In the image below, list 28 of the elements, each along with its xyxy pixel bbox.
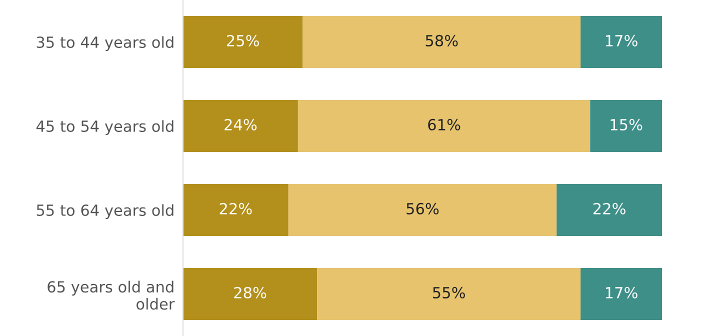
bar xyxy=(590,100,662,152)
y-tick-label: 45 to 54 years old xyxy=(36,120,174,135)
bar xyxy=(317,268,581,320)
data-label: 17% xyxy=(606,34,638,46)
bar xyxy=(580,268,662,320)
data-label: 56% xyxy=(406,202,439,214)
bar xyxy=(580,16,662,68)
data-label: 58% xyxy=(426,34,458,46)
data-label: 22% xyxy=(220,202,252,214)
bar xyxy=(183,16,303,68)
y-tick-label: 65 years old and older xyxy=(48,280,175,310)
bar xyxy=(302,16,581,68)
bar xyxy=(183,268,318,320)
data-label: 55% xyxy=(433,286,465,298)
data-label: 15% xyxy=(610,118,642,130)
data-label: 22% xyxy=(593,202,626,214)
data-label: 24% xyxy=(224,118,257,130)
bar xyxy=(183,100,298,152)
data-label: 28% xyxy=(234,286,266,298)
data-label: 61% xyxy=(428,118,460,130)
bar xyxy=(288,184,557,236)
y-tick-label: 55 to 64 years old xyxy=(36,204,174,219)
bar xyxy=(298,100,590,152)
y-tick-label: 35 to 44 years old xyxy=(36,36,174,51)
bar xyxy=(183,184,288,236)
data-label: 25% xyxy=(227,34,260,46)
data-label: 17% xyxy=(606,286,638,298)
bar xyxy=(556,184,662,236)
